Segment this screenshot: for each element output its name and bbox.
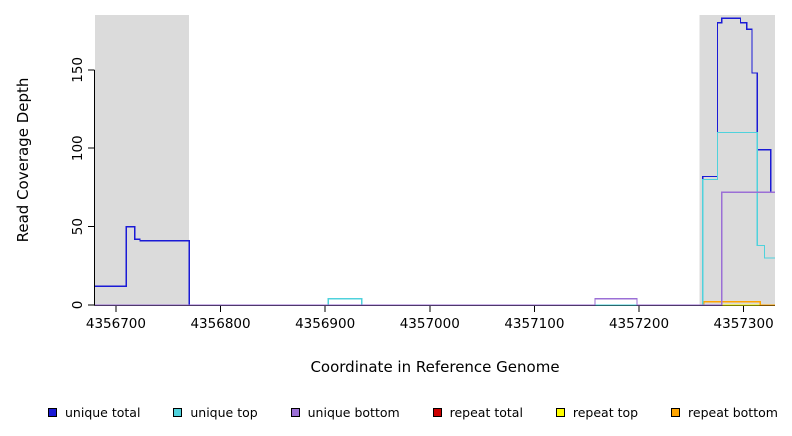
- x-tick-label: 4357000: [400, 316, 460, 332]
- x-axis-label: Coordinate in Reference Genome: [310, 358, 559, 376]
- x-tick-label: 4356700: [86, 316, 146, 332]
- x-tick-label: 4356800: [190, 316, 250, 332]
- legend-label: unique top: [190, 405, 258, 420]
- coverage-plot: 4356700 4356800 4356900 4357000 4357100 43572…: [14, 15, 775, 376]
- legend-label: repeat top: [572, 405, 639, 420]
- y-tick-label: 0: [70, 301, 86, 310]
- legend-swatch-icon: [48, 408, 57, 417]
- legend-label: repeat bottom: [688, 405, 778, 420]
- y-tick-label: 100: [70, 135, 86, 161]
- x-tick-label: 4357200: [609, 316, 669, 332]
- legend-swatch-icon: [432, 408, 442, 417]
- x-tick-label: 4357100: [504, 316, 564, 332]
- series-unique-total: [95, 17, 775, 306]
- y-tick-label: 50: [70, 218, 86, 235]
- legend: unique total unique top unique bottom repea…: [0, 389, 792, 436]
- legend-item-repeat-total: repeat total: [432, 405, 523, 420]
- series-unique-top: [95, 131, 775, 306]
- legend-item-unique-top: unique top: [173, 405, 258, 420]
- y-axis-label: Read Coverage Depth: [14, 78, 32, 243]
- legend-label: repeat total: [449, 405, 523, 420]
- legend-label: unique total: [65, 405, 141, 420]
- plot-layers: 4356700 4356800 4356900 4357000 4357100 43572…: [70, 15, 775, 332]
- legend-item-repeat-bottom: repeat bottom: [671, 405, 778, 420]
- x-tick-label: 4356900: [295, 316, 355, 332]
- x-tick-label: 4357300: [714, 316, 774, 332]
- shaded-region: [699, 15, 775, 305]
- legend-item-repeat-top: repeat top: [555, 405, 639, 420]
- legend-item-unique-bottom: unique bottom: [290, 405, 400, 420]
- legend-swatch-icon: [173, 408, 183, 417]
- shaded-region: [95, 15, 190, 305]
- legend-label: unique bottom: [307, 405, 400, 420]
- series-unique-bottom: [95, 191, 775, 306]
- y-tick-label: 150: [70, 57, 86, 83]
- legend-swatch-icon: [555, 408, 565, 417]
- legend-swatch-icon: [671, 408, 681, 417]
- legend-item-unique-total: unique total: [48, 405, 140, 420]
- legend-swatch-icon: [290, 408, 300, 417]
